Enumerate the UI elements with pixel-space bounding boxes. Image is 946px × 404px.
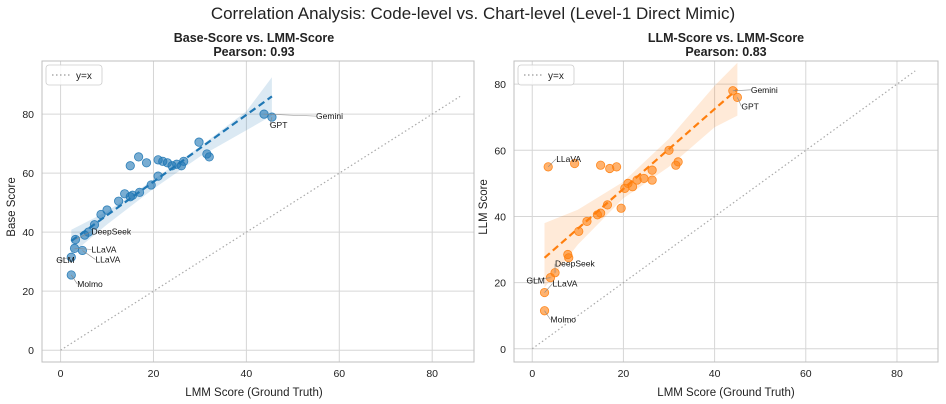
panel-subtitle: Pearson: 0.93 xyxy=(213,45,294,59)
x-tick-label: 0 xyxy=(529,368,535,380)
base-score-panel: Base-Score vs. LMM-Score Pearson: 0.93 L… xyxy=(6,31,475,399)
legend-box xyxy=(517,64,575,86)
x-tick-label: 40 xyxy=(709,368,721,380)
annotation-label: DeepSeek xyxy=(91,227,131,237)
y-tick-label: 40 xyxy=(22,227,34,239)
annotation-leader xyxy=(737,97,742,107)
annotation-label: LLaVA xyxy=(95,254,120,264)
data-point xyxy=(673,157,683,167)
identity-line xyxy=(531,70,916,350)
x-tick-label: 60 xyxy=(333,368,345,380)
annotation-leader xyxy=(544,310,551,320)
annotation-label: DeepSeek xyxy=(555,259,595,269)
annotation-label: GPT xyxy=(741,101,758,111)
llm-score-panel: LLM-Score vs. LMM-Score Pearson: 0.83 LM… xyxy=(478,31,939,399)
figure-suptitle: Correlation Analysis: Code-level vs. Cha… xyxy=(211,4,735,23)
y-axis-label: LLM Score xyxy=(478,179,490,235)
y-axis-label: Base Score xyxy=(6,177,18,236)
annotation-leader xyxy=(82,250,96,260)
y-tick-label: 80 xyxy=(22,109,34,121)
data-point xyxy=(194,137,204,147)
plot-frame xyxy=(513,60,939,363)
annotation-leader xyxy=(526,277,551,281)
annotation-label: Gemini xyxy=(751,85,778,95)
x-tick-label: 20 xyxy=(618,368,630,380)
annotation-leader xyxy=(264,113,317,117)
annotation-label: Molmo xyxy=(551,315,577,325)
data-point xyxy=(141,158,152,168)
legend: y=x xyxy=(517,64,575,86)
data-point xyxy=(125,161,135,171)
annotation-leader xyxy=(56,256,72,261)
data-point xyxy=(66,270,76,280)
x-tick-label: 60 xyxy=(800,368,812,380)
data-point xyxy=(570,158,580,169)
data-point xyxy=(596,160,606,170)
x-axis-label: LMM Score (Ground Truth) xyxy=(185,387,323,399)
x-tick-label: 40 xyxy=(241,368,253,380)
data-point xyxy=(134,152,144,162)
x-tick-label: 80 xyxy=(426,368,438,380)
panel-subtitle: Pearson: 0.83 xyxy=(685,45,766,59)
y-tick-label: 60 xyxy=(22,168,34,180)
y-tick-label: 0 xyxy=(28,345,34,357)
annotation-label: GLM xyxy=(526,276,544,286)
data-point xyxy=(616,203,626,213)
annotation-leader xyxy=(269,116,273,126)
annotation-leader xyxy=(547,158,557,168)
plot-area: 0 20 40 60 80 0 20 40 60 80 Gemini GPT LLaVA DeepSeek… xyxy=(494,60,939,380)
regression-line xyxy=(543,88,739,259)
x-tick-label: 80 xyxy=(891,368,903,380)
plot-area: 0 20 40 60 80 0 20 40 60 80 Gemini GPT DeepSeek LLaVA… xyxy=(22,60,475,380)
y-tick-label: 20 xyxy=(22,286,34,298)
annotation-label: Molmo xyxy=(77,279,103,289)
data-point xyxy=(602,200,613,210)
annotation-leader xyxy=(71,274,78,285)
legend-box xyxy=(45,64,103,86)
identity-line xyxy=(60,95,461,351)
y-tick-label: 40 xyxy=(494,211,506,223)
y-tick-label: 0 xyxy=(500,344,506,356)
panel-title: Base-Score vs. LMM-Score xyxy=(174,31,335,45)
y-tick-label: 60 xyxy=(494,145,506,157)
annotation-label: LLaVA xyxy=(556,154,581,164)
legend-label: y=x xyxy=(76,71,92,82)
regression-line xyxy=(70,95,273,242)
y-tick-label: 20 xyxy=(494,278,506,290)
annotation-leader xyxy=(75,231,92,240)
data-point xyxy=(114,196,124,206)
data-point xyxy=(627,182,638,192)
data-point xyxy=(204,152,214,162)
data-point xyxy=(639,173,649,184)
annotation-leader xyxy=(544,283,553,293)
data-point xyxy=(647,165,657,175)
legend: y=x xyxy=(45,64,103,86)
annotation-leader xyxy=(74,248,92,250)
annotation-label: LLaVA xyxy=(553,279,578,289)
data-point xyxy=(564,253,574,263)
x-tick-label: 0 xyxy=(58,368,64,380)
x-tick-label: 20 xyxy=(148,368,160,380)
data-point xyxy=(611,162,622,172)
confidence-band xyxy=(71,77,272,255)
data-point xyxy=(647,175,657,185)
x-axis-label: LMM Score (Ground Truth) xyxy=(657,387,795,399)
annotation-label: LLaVA xyxy=(92,244,117,254)
annotation-leader xyxy=(732,89,751,92)
annotation-label: GPT xyxy=(270,120,287,130)
y-tick-label: 80 xyxy=(494,79,506,91)
panel-title: LLM-Score vs. LMM-Score xyxy=(648,31,804,45)
legend-label: y=x xyxy=(548,71,564,82)
plot-frame xyxy=(41,60,475,363)
annotation-label: Gemini xyxy=(316,111,343,121)
annotation-label: GLM xyxy=(56,255,74,265)
